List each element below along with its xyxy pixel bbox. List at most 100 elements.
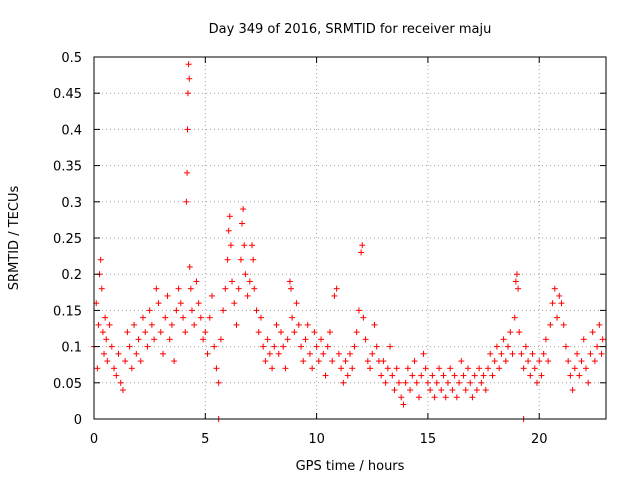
data-point [551, 285, 558, 292]
data-point [347, 350, 353, 357]
data-point [380, 358, 387, 365]
data-point [286, 278, 293, 285]
data-point [444, 379, 451, 386]
data-point [369, 350, 376, 357]
data-point [186, 75, 193, 82]
data-point [191, 321, 198, 328]
data-point [520, 365, 527, 372]
data-point [478, 379, 485, 386]
data-point [220, 307, 227, 314]
grid-lines [94, 57, 606, 419]
data-point [355, 307, 362, 314]
data-point [335, 350, 342, 357]
data-point [187, 285, 194, 292]
data-point [482, 387, 489, 394]
data-point [146, 307, 153, 314]
data-point [493, 343, 500, 350]
data-point [496, 365, 503, 372]
data-point [104, 358, 111, 365]
data-point [204, 350, 211, 357]
data-point [233, 321, 240, 328]
data-point [95, 321, 102, 328]
data-point [289, 314, 296, 321]
data-point [229, 278, 236, 285]
data-point [562, 343, 569, 350]
data-point [400, 401, 407, 408]
data-point [208, 292, 215, 299]
x-tick-label: 10 [308, 432, 325, 447]
y-tick-label: 0.05 [53, 377, 82, 392]
data-point [148, 321, 155, 328]
data-point [547, 321, 554, 328]
data-point [115, 350, 122, 357]
data-point [200, 336, 207, 343]
data-point [298, 343, 305, 350]
data-point [440, 372, 447, 379]
data-point [318, 336, 325, 343]
data-point [449, 387, 456, 394]
data-point [407, 387, 414, 394]
data-point [94, 365, 101, 372]
data-point [244, 292, 251, 299]
data-point [269, 365, 276, 372]
data-point [418, 372, 425, 379]
data-point [98, 285, 105, 292]
data-point [342, 358, 349, 365]
data-point [128, 365, 135, 372]
data-point [473, 387, 480, 394]
data-point [362, 336, 369, 343]
data-point [599, 336, 606, 343]
data-point [180, 314, 187, 321]
data-point [531, 365, 538, 372]
data-point [429, 372, 436, 379]
chart-title: Day 349 of 2016, SRMTID for receiver maj… [209, 22, 492, 37]
data-point [404, 365, 411, 372]
data-point [409, 372, 416, 379]
data-point [458, 358, 465, 365]
data-point [351, 343, 358, 350]
data-point [580, 336, 587, 343]
data-point [188, 307, 195, 314]
y-tick-label: 0 [74, 413, 82, 428]
data-point [340, 379, 347, 386]
data-point [367, 365, 374, 372]
data-point [416, 394, 423, 401]
data-point [571, 365, 578, 372]
y-tick-labels: 0 0.05 0.1 0.15 0.2 0.25 0.3 0.35 0.4 0.45 0.5 [53, 51, 82, 428]
data-point [431, 394, 438, 401]
data-point [460, 372, 467, 379]
data-point [387, 343, 394, 350]
y-tick-label: 0.4 [61, 123, 82, 138]
data-point [589, 329, 596, 336]
data-point [262, 358, 269, 365]
data-point [549, 300, 556, 307]
data-point [235, 285, 242, 292]
data-point [160, 350, 167, 357]
data-point [515, 285, 522, 292]
data-point [311, 329, 318, 336]
data-point [598, 350, 605, 357]
x-axis-title: GPS time / hours [296, 459, 405, 474]
data-point [527, 372, 534, 379]
data-point [162, 314, 169, 321]
data-point [378, 372, 385, 379]
data-point [304, 321, 311, 328]
data-point [211, 343, 218, 350]
data-point [502, 358, 509, 365]
data-point [175, 285, 182, 292]
data-point [509, 350, 516, 357]
data-point [217, 336, 224, 343]
data-point [326, 329, 333, 336]
data-point [393, 365, 400, 372]
data-point [177, 300, 184, 307]
data-point [231, 300, 238, 307]
data-point [184, 90, 191, 97]
y-axis-title: SRMTID / TECUs [7, 186, 22, 291]
data-point [315, 358, 322, 365]
data-point [99, 329, 106, 336]
data-point [225, 227, 232, 234]
data-point [513, 271, 520, 278]
data-point [246, 278, 253, 285]
data-point [582, 365, 589, 372]
data-point [275, 350, 282, 357]
